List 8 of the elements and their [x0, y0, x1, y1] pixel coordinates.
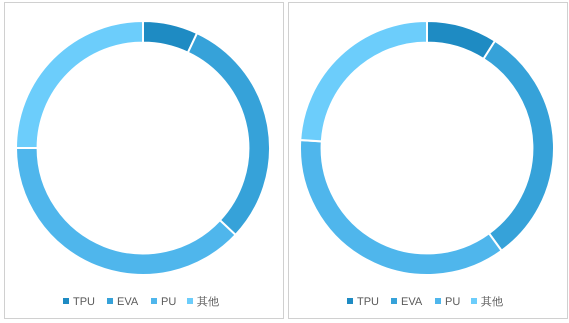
legend-label: EVA: [401, 296, 423, 308]
legend-label: 其他: [481, 295, 503, 308]
legend-label: PU: [161, 296, 176, 308]
legend-label: TPU: [357, 296, 380, 308]
legend-label: EVA: [117, 296, 139, 308]
legend-label: PU: [445, 296, 460, 308]
legend-label: TPU: [73, 296, 96, 308]
legend-label: 其他: [197, 295, 219, 308]
